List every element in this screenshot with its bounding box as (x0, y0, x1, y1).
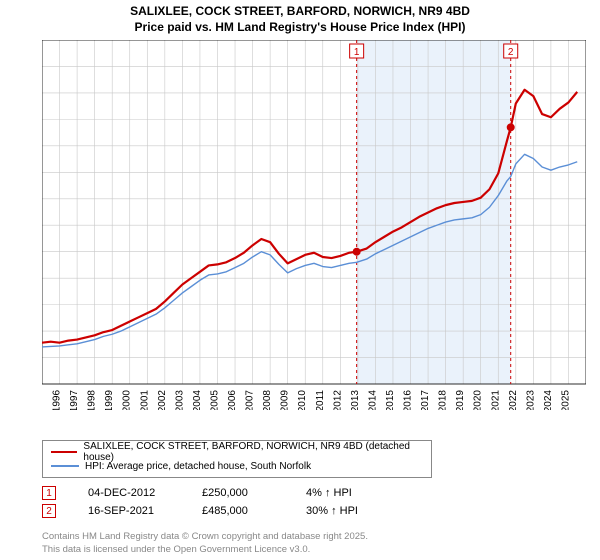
svg-text:1999: 1999 (104, 390, 115, 410)
svg-text:2003: 2003 (174, 390, 185, 410)
svg-text:2021: 2021 (490, 390, 501, 410)
sale-marker-icon: 1 (42, 486, 56, 500)
legend-label: HPI: Average price, detached house, Sout… (85, 461, 311, 472)
svg-text:2014: 2014 (367, 390, 378, 410)
sale-date: 16-SEP-2021 (88, 505, 178, 517)
title-block: SALIXLEE, COCK STREET, BARFORD, NORWICH,… (0, 0, 600, 37)
chart-svg: 12£0£50K£100K£150K£200K£250K£300K£350K£4… (42, 40, 586, 410)
svg-text:2020: 2020 (473, 390, 484, 410)
sale-marker-icon: 2 (42, 504, 56, 518)
sale-row: 1 04-DEC-2012 £250,000 4% ↑ HPI (42, 484, 386, 502)
svg-text:2016: 2016 (403, 390, 414, 410)
chart-container: SALIXLEE, COCK STREET, BARFORD, NORWICH,… (0, 0, 600, 560)
sale-diff: 4% ↑ HPI (306, 487, 386, 499)
svg-text:2023: 2023 (525, 390, 536, 410)
svg-text:2010: 2010 (297, 390, 308, 410)
svg-text:2013: 2013 (350, 390, 361, 410)
svg-text:2004: 2004 (192, 390, 203, 410)
attribution-line: This data is licensed under the Open Gov… (42, 544, 368, 556)
svg-text:2007: 2007 (245, 390, 256, 410)
sale-price: £485,000 (202, 505, 282, 517)
svg-text:2009: 2009 (280, 390, 291, 410)
legend-box: SALIXLEE, COCK STREET, BARFORD, NORWICH,… (42, 440, 432, 478)
svg-text:2017: 2017 (420, 390, 431, 410)
svg-text:2018: 2018 (438, 390, 449, 410)
svg-text:1995: 1995 (42, 390, 45, 410)
svg-text:2025: 2025 (560, 390, 571, 410)
title-line-2: Price paid vs. HM Land Registry's House … (0, 20, 600, 36)
svg-text:1997: 1997 (69, 390, 80, 410)
svg-text:2019: 2019 (455, 390, 466, 410)
svg-text:2: 2 (508, 47, 514, 58)
svg-text:1: 1 (354, 47, 360, 58)
sales-table: 1 04-DEC-2012 £250,000 4% ↑ HPI 2 16-SEP… (42, 484, 386, 520)
sale-date: 04-DEC-2012 (88, 487, 178, 499)
svg-text:1998: 1998 (87, 390, 98, 410)
attribution-text: Contains HM Land Registry data © Crown c… (42, 531, 368, 556)
svg-text:2012: 2012 (332, 390, 343, 410)
svg-text:2022: 2022 (508, 390, 519, 410)
sale-row: 2 16-SEP-2021 £485,000 30% ↑ HPI (42, 502, 386, 520)
svg-text:2005: 2005 (209, 390, 220, 410)
svg-text:2008: 2008 (262, 390, 273, 410)
sale-diff: 30% ↑ HPI (306, 505, 386, 517)
svg-text:2015: 2015 (385, 390, 396, 410)
sale-price: £250,000 (202, 487, 282, 499)
chart-plot-area: 12£0£50K£100K£150K£200K£250K£300K£350K£4… (42, 40, 586, 410)
attribution-line: Contains HM Land Registry data © Crown c… (42, 531, 368, 543)
svg-text:2002: 2002 (157, 390, 168, 410)
svg-text:2024: 2024 (543, 390, 554, 410)
legend-item-price-paid: SALIXLEE, COCK STREET, BARFORD, NORWICH,… (51, 445, 423, 459)
svg-text:2000: 2000 (122, 390, 133, 410)
svg-text:2001: 2001 (139, 390, 150, 410)
svg-text:1996: 1996 (52, 390, 63, 410)
title-line-1: SALIXLEE, COCK STREET, BARFORD, NORWICH,… (0, 4, 600, 20)
svg-text:2011: 2011 (315, 390, 326, 410)
svg-text:2006: 2006 (227, 390, 238, 410)
